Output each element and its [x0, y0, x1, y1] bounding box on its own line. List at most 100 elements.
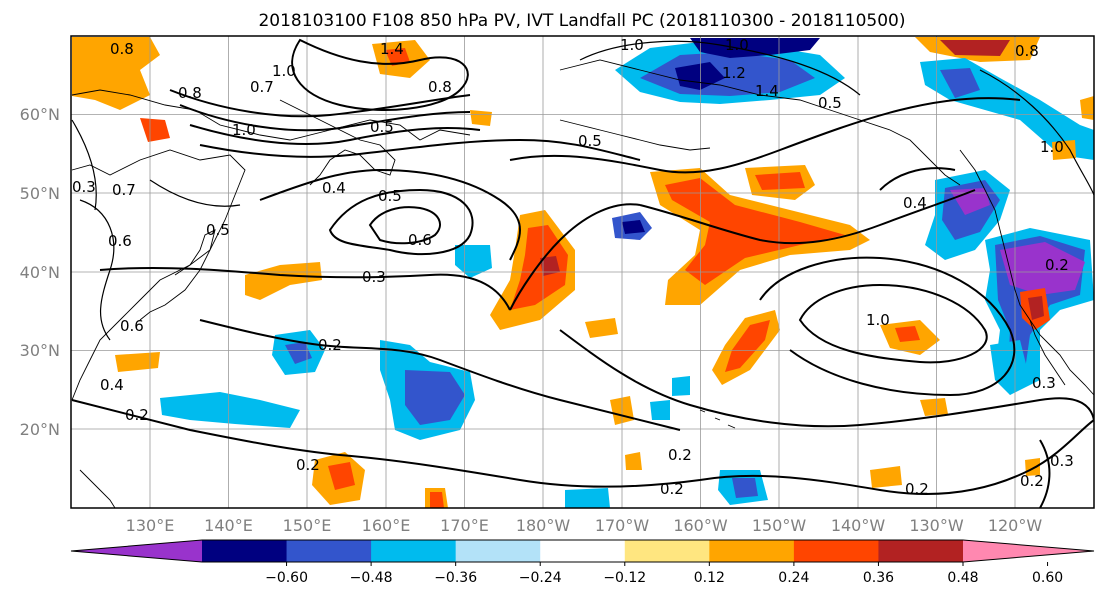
- contour-line: [79, 199, 115, 341]
- shade-red: [665, 178, 845, 285]
- shade-navy: [675, 62, 725, 90]
- lon-label: 130°E: [126, 516, 175, 535]
- shade-red: [385, 48, 410, 66]
- lat-label: 50°N: [20, 184, 60, 203]
- coastline-hawaii: [699, 409, 736, 429]
- contour-label: 0.3: [362, 268, 386, 286]
- shade-red: [940, 40, 1010, 56]
- shade-blue: [940, 68, 980, 98]
- contour-label: 0.4: [100, 376, 124, 394]
- contour-label: 1.0: [232, 121, 256, 139]
- contour-line: [798, 283, 988, 364]
- contour-label: 1.2: [722, 64, 746, 82]
- colorbar-tick-label: 0.48: [947, 570, 978, 586]
- colorbar-segment: [709, 540, 795, 562]
- lon-label: 120°W: [988, 516, 1043, 535]
- coastline-kamchatka: [279, 99, 396, 186]
- contour-label: 0.4: [903, 194, 927, 212]
- shade-purple: [1000, 242, 1085, 295]
- shade-red: [895, 326, 920, 342]
- contour-label: 0.6: [408, 231, 432, 249]
- colorbar: −0.60 −0.48 −0.36 −0.24 −0.12 0.12 0.24 0.36 0.4…: [70, 539, 1095, 586]
- lat-label: 30°N: [20, 341, 60, 360]
- contour-line: [699, 419, 1094, 495]
- lon-label: 150°E: [283, 516, 332, 535]
- colorbar-tick-label: −0.60: [265, 570, 308, 586]
- shade-darkred: [1028, 296, 1044, 320]
- lon-label: 160°W: [673, 516, 728, 535]
- colorbar-segment: [793, 540, 879, 562]
- contour-label: 0.7: [250, 78, 274, 96]
- contour-label: 1.0: [725, 36, 749, 54]
- shade-blue: [285, 342, 312, 364]
- lon-label: 150°W: [752, 516, 807, 535]
- shade-navy: [690, 38, 820, 58]
- contour-label: 0.6: [120, 317, 144, 335]
- colorbar-tick-label: −0.12: [603, 570, 646, 586]
- lat-label: 40°N: [20, 263, 60, 282]
- shade-orange: [470, 110, 492, 126]
- contour-line: [99, 266, 511, 311]
- lon-label: 170°E: [440, 516, 489, 535]
- contour-line: [199, 138, 641, 161]
- colorbar-tick-label: −0.36: [434, 570, 477, 586]
- contour-label: 0.4: [322, 179, 346, 197]
- shade-orange: [625, 452, 642, 470]
- coastline-siberia: [71, 89, 471, 141]
- contour-line: [979, 69, 1094, 196]
- contour-label: 0.5: [370, 118, 394, 136]
- contour-label: 0.2: [668, 446, 692, 464]
- shade-lightblue: [160, 392, 300, 428]
- colorbar-segment: [540, 540, 626, 562]
- contour-line: [259, 168, 521, 261]
- contour-line: [189, 124, 481, 145]
- lon-label: 160°E: [362, 516, 411, 535]
- lat-label: 20°N: [20, 420, 60, 439]
- shade-orange: [72, 37, 160, 110]
- shade-orange: [115, 352, 160, 372]
- shade-orange: [585, 318, 618, 338]
- contour-label: 1.0: [272, 62, 296, 80]
- map-panel: 0.8 1.4 0.8 1.0 0.7 1.0 0.8 1.0 0.5 0.5 …: [70, 35, 1095, 509]
- contour-label: 1.0: [1040, 138, 1064, 156]
- lon-label: 130°W: [909, 516, 964, 535]
- colorbar-segment: [624, 540, 710, 562]
- shade-blue: [732, 478, 758, 498]
- contour-label: 1.0: [620, 36, 644, 54]
- coastline-bc: [959, 149, 1006, 251]
- lon-label: 140°W: [831, 516, 886, 535]
- latitude-labels: 60°N 50°N 40°N 30°N 20°N: [20, 105, 60, 439]
- contour-label: 0.2: [905, 480, 929, 498]
- coastline-japan: [139, 229, 216, 321]
- colorbar-segment: [455, 540, 541, 562]
- colorbar-segment: [202, 540, 288, 562]
- contour-label: 0.2: [125, 406, 149, 424]
- contour-label: 0.3: [1050, 452, 1074, 470]
- contour-line: [579, 40, 861, 96]
- map-title: 2018103100 F108 850 hPa PV, IVT Landfall…: [258, 11, 905, 31]
- contour-label: 1.4: [380, 40, 404, 58]
- pv-contours: [71, 38, 1094, 508]
- longitude-labels: 130°E 140°E 150°E 160°E 170°E 180°W 170°…: [126, 516, 1043, 535]
- contour-label: 0.8: [178, 84, 202, 102]
- shade-blue: [405, 370, 465, 425]
- coastline-philippines: [79, 469, 116, 508]
- shade-navy: [622, 220, 645, 234]
- contour-line: [509, 97, 1021, 174]
- contour-line: [509, 203, 641, 311]
- contour-label: 0.3: [72, 178, 96, 196]
- lon-label: 170°W: [595, 516, 650, 535]
- shade-orange: [245, 262, 322, 300]
- contour-label: 0.3: [1032, 374, 1056, 392]
- colorbar-tick-label: −0.48: [350, 570, 393, 586]
- colorbar-tick-label: 0.12: [694, 570, 725, 586]
- contour-label: 0.7: [112, 181, 136, 199]
- coastline-north-america: [1004, 249, 1094, 396]
- shade-red: [140, 118, 170, 142]
- contour-label: 0.2: [296, 456, 320, 474]
- colorbar-tick-label: −0.24: [519, 570, 562, 586]
- shade-orange: [1080, 96, 1094, 120]
- colorbar-tick-label: 0.24: [778, 570, 809, 586]
- contour-line: [639, 189, 976, 245]
- coastline-alaska: [559, 59, 961, 186]
